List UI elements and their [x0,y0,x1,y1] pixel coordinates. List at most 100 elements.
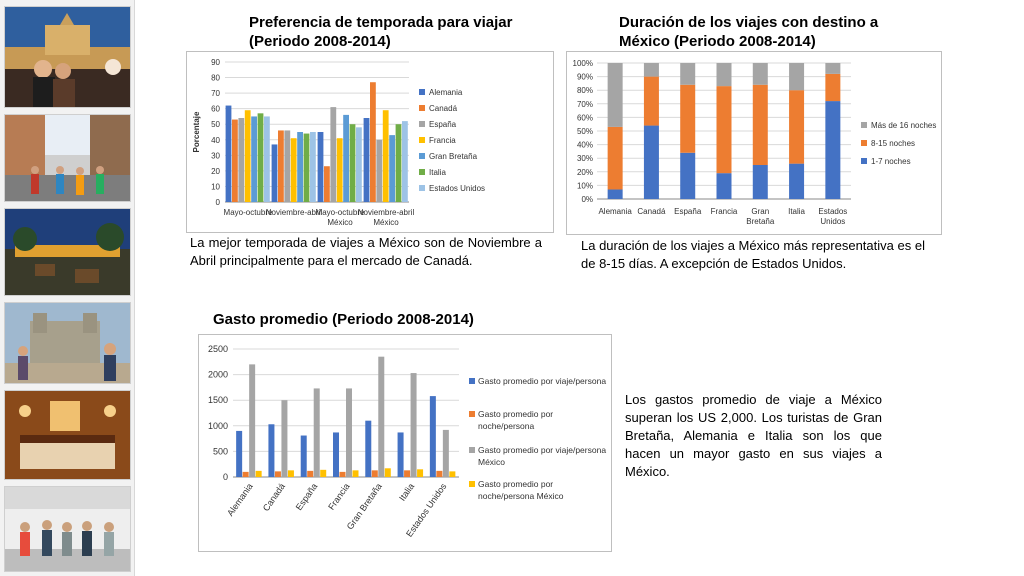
legend-swatch [469,411,475,417]
bar [371,470,378,477]
duration-chart-svg: 0% 10% 20% 30% 40% 50% 60% 70% 80% 90% 100% Alemani… [573,59,937,226]
legend-swatch [419,105,425,111]
y-tick-label: 20% [577,168,593,177]
y-tick-label: 70 [211,89,220,98]
x-tick-label: México [373,218,399,227]
y-tick-label: 2000 [208,370,228,380]
x-tick-label: España [294,481,320,512]
y-tick-label: 1500 [208,395,228,405]
x-tick-label: Gran [751,207,769,216]
legend-swatch [861,122,867,128]
legend-swatch [469,481,475,487]
legend-label-line: Gasto promedio por [478,409,553,419]
legend-swatch [419,185,425,191]
legend-label: Gran Bretaña [429,152,478,161]
legend-label-line: noche/persona [478,421,535,431]
bar [303,133,310,202]
stacked-bar-segment [716,86,732,174]
stacked-bar-segment [643,125,659,199]
y-tick-label: 2500 [208,344,228,354]
legend-label: 8-15 noches [871,139,915,148]
bar [244,110,251,202]
bar [307,470,314,477]
season-chart: 0 10 20 30 40 50 60 70 80 90 Porcentaje Mayo-octubr… [186,51,554,233]
x-tick-label: México [327,218,353,227]
photo-strip [0,0,135,576]
bar [376,139,383,202]
stacked-bar-segment [752,63,768,85]
bar [346,388,352,477]
bar [333,432,339,477]
bar [356,127,362,202]
photo-street-crowd [4,114,131,202]
legend-label: Gasto promedio por viaje/persona [478,376,606,386]
stacked-bar-segment [680,63,696,85]
y-tick-label: 50 [211,120,220,129]
bar [271,144,278,202]
bar [236,430,243,477]
bar [310,132,316,202]
duration-chart: 0% 10% 20% 30% 40% 50% 60% 70% 80% 90% 100% Alemani… [566,51,942,235]
photo-market-crowd [4,486,131,572]
bar [251,116,257,202]
bar [297,132,303,202]
legend-label: Más de 16 noches [871,121,936,130]
stacked-bar-segment [607,126,623,190]
x-tick-label: Estados [818,207,847,216]
x-tick-label: Mayo-octubre [224,208,273,217]
legend-label: España [429,120,457,129]
duration-chart-title: Duración de los viajes con destino a Méx… [619,13,878,51]
stacked-bar-segment [643,63,659,77]
x-tick-label: España [674,207,702,216]
bar [382,110,389,202]
stacked-bar-segment [825,101,841,199]
stacked-bar-segment [643,76,659,126]
bar [397,432,404,477]
bar [313,388,320,477]
x-tick-label: Gran Bretaña [345,481,384,531]
stacked-bar-segment [716,63,732,87]
y-tick-label: 40% [577,141,593,150]
bar [436,470,443,477]
stacked-bar-segment [607,63,623,127]
duration-title-line2: México (Periodo 2008-2014) [619,33,816,50]
bar [370,82,376,202]
legend-label: Francia [429,136,456,145]
y-tick-label: 0% [581,195,593,204]
duration-description: La duración de los viajes a México más r… [581,238,925,271]
bar [249,364,256,477]
y-tick-label: 0 [216,198,221,207]
bar [281,400,288,477]
y-tick-label: 70% [577,100,593,109]
bar [442,429,449,477]
photo-church-plaza [4,302,131,384]
spend-chart-title: Gasto promedio (Periodo 2008-2014) [213,311,474,328]
season-chart-title: Preferencia de temporada para viajar (Pe… [249,13,512,51]
x-tick-label: Unidos [820,217,845,226]
x-tick-label: Noviembre-abril [266,208,323,217]
photo-night-terrace [4,208,131,296]
bar [225,105,232,202]
season-description: La mejor temporada de viajes a México so… [190,235,542,268]
spend-chart: 0 500 1000 1500 2000 2500 Alemania Canadá España… [198,334,612,552]
bar [268,424,275,477]
spend-description: Los gastos promedio de viaje a México su… [625,392,882,479]
bar [395,124,402,202]
x-tick-label: Noviembre-abril [358,208,415,217]
x-tick-label: Canadá [261,481,287,513]
y-tick-label: 100% [573,59,593,68]
x-tick-label: Francia [326,481,351,511]
bar [324,166,330,202]
legend-label: Gasto promedio por noche/persona [478,409,553,431]
bar [404,470,411,477]
bar [264,116,270,202]
bar [449,471,456,477]
y-tick-label: 50% [577,127,593,136]
y-tick-label: 30 [211,151,220,160]
legend-swatch [861,158,867,164]
bar [278,130,284,202]
stacked-bar-segment [789,63,805,91]
bar [287,470,294,477]
bar [410,373,417,477]
bar [349,124,356,202]
